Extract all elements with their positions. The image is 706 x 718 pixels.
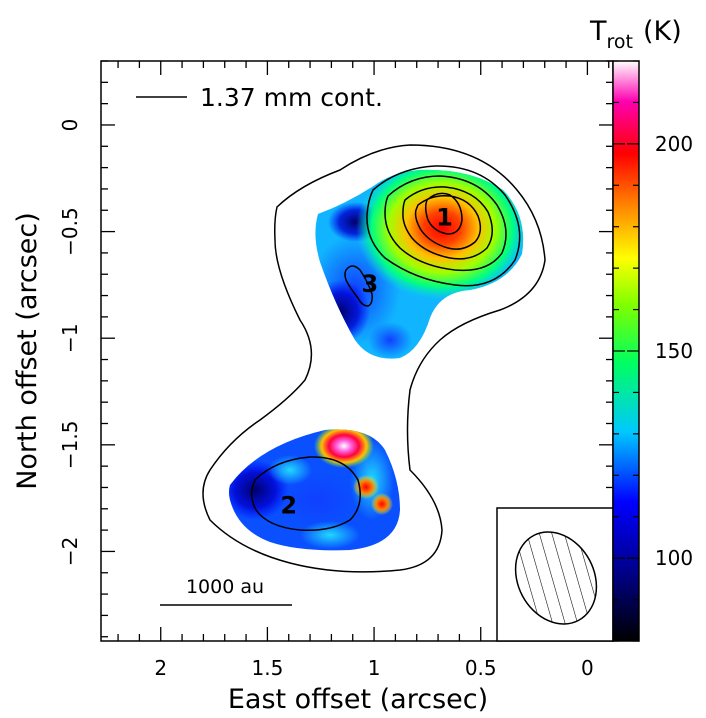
contour-north-6	[424, 192, 463, 235]
colorbar-title-main: T	[589, 16, 607, 47]
scale-bar-label: 1000 au	[186, 576, 264, 598]
y-tick-label: −1	[58, 323, 82, 352]
source-label-1: 1	[436, 204, 453, 232]
colorbar-ticks	[613, 60, 639, 642]
beam-inset	[496, 507, 614, 642]
y-tick-label: −2	[58, 537, 82, 566]
y-axis-label: North offset (arcsec)	[12, 212, 43, 490]
contour-north-5	[414, 194, 482, 250]
contour-north-3	[384, 175, 507, 272]
colorbar-tick-label: 100	[655, 546, 693, 570]
scale-bar: 1000 au	[160, 576, 292, 606]
temperature-map-north	[315, 169, 524, 359]
contour-north-4	[402, 186, 493, 260]
x-tick-label: 0.5	[465, 656, 497, 680]
temperature-map-south	[229, 429, 400, 551]
y-tick-label: 0	[58, 119, 82, 132]
colorbar-title-unit: (K)	[643, 16, 682, 47]
colorbar-title-sub: rot	[607, 31, 633, 53]
x-axis-label: East offset (arcsec)	[228, 684, 488, 715]
x-tick-label: 2	[154, 656, 167, 680]
y-tick-label: −1.5	[58, 421, 82, 470]
colorbar-tick-labels: 100 150 200	[655, 132, 693, 570]
colorbar-tick-label: 200	[655, 132, 693, 156]
contour-legend: 1.37 mm cont.	[136, 83, 383, 112]
x-tick-label: 1.5	[251, 656, 283, 680]
contour-source-3	[344, 265, 373, 307]
contour-legend-label: 1.37 mm cont.	[200, 83, 383, 112]
contour-north-2	[366, 165, 521, 287]
beam-ellipse	[514, 531, 598, 625]
source-label-2: 2	[280, 492, 297, 520]
source-label-3: 3	[361, 270, 378, 298]
source-labels: 1 2 3	[280, 204, 452, 520]
y-tick-label: −0.5	[58, 207, 82, 256]
colorbar-tick-label: 150	[655, 339, 693, 363]
contour-outer	[202, 144, 546, 573]
x-tick-label: 1	[368, 656, 381, 680]
x-tick-labels: 2 1.5 1 0.5 0	[154, 656, 593, 680]
contour-south-2	[251, 456, 361, 532]
colorbar-title: Trot (K)	[589, 16, 682, 53]
colorbar: 100 150 200 Trot (K)	[589, 16, 693, 642]
continuum-contours	[202, 144, 546, 573]
y-tick-labels: 0 −0.5 −1 −1.5 −2	[58, 119, 82, 567]
x-tick-label: 0	[581, 656, 594, 680]
